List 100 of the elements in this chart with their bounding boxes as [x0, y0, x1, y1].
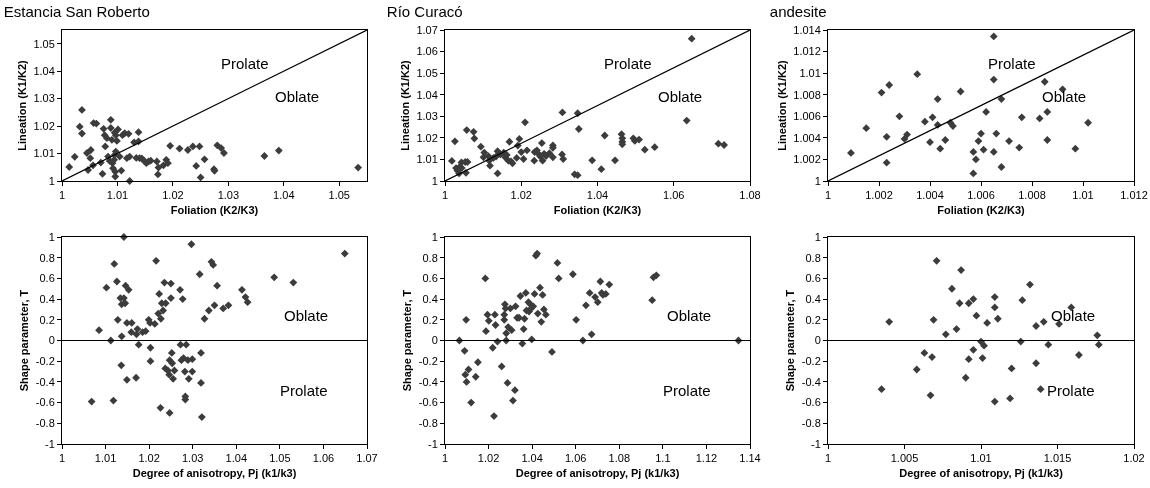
y-tick-label: -0.4 [801, 375, 821, 388]
x-axis-title: Foliation (K2/K3) [937, 204, 1026, 217]
y-tick-label: 1.06 [416, 45, 438, 58]
y-tick-label: 1.01 [416, 153, 438, 166]
chart-title: Estancia San Roberto [3, 3, 150, 21]
x-tick-label: 1.04 [273, 189, 295, 202]
annotation: Prolate [988, 55, 1036, 72]
x-tick-label: 1 [58, 452, 66, 465]
y-tick-label: 1.05 [33, 37, 55, 50]
y-tick-label: 1 [48, 230, 55, 243]
y-tick-label: -0.8 [35, 417, 55, 430]
y-tick-label: -0.8 [801, 417, 821, 430]
x-tick-label: 1.06 [312, 452, 335, 465]
y-tick-label: -1 [811, 437, 821, 450]
annotation: Prolate [604, 55, 652, 72]
y-tick-label: 0.6 [805, 272, 821, 285]
y-tick-label: 0.8 [422, 251, 438, 264]
y-tick-label: -0.4 [418, 375, 438, 388]
y-tick-label: 1.03 [33, 92, 55, 105]
y-tick-label: 0 [48, 334, 55, 347]
chart-title: Río Curacó [386, 3, 463, 21]
y-tick-label: -1 [45, 437, 55, 450]
x-tick-label: 1.12 [695, 452, 718, 465]
y-tick-label: 0.4 [805, 292, 821, 305]
annotation: Oblate [1051, 307, 1096, 324]
x-tick-label: 1 [441, 452, 449, 465]
x-tick-label: 1.02 [477, 452, 500, 465]
y-axis-title: Shape parameter, T [18, 289, 31, 392]
x-tick-label: 1.015 [1043, 452, 1072, 465]
annotation: Oblate [658, 88, 703, 105]
y-tick-label: 1 [814, 230, 821, 243]
y-tick-label: 0.6 [422, 272, 438, 285]
y-tick-label: 0.4 [422, 292, 438, 305]
y-tick-label: 0.2 [39, 313, 55, 326]
y-tick-label: 1.01 [33, 147, 55, 160]
y-tick-label: 1.006 [793, 110, 821, 123]
y-tick-label: 1.008 [793, 88, 821, 101]
x-tick-label: 1.06 [565, 452, 587, 465]
annotation: Prolate [1047, 382, 1095, 399]
y-tick-label: 0.2 [422, 313, 438, 326]
y-axis-title: Shape parameter, T [401, 289, 414, 392]
y-axis-title: Lineation (K1/K2) [399, 59, 412, 151]
y-tick-label: 1 [431, 230, 438, 243]
x-tick-label: 1.02 [1123, 452, 1145, 465]
x-tick-label: 1.002 [865, 189, 893, 202]
x-tick-label: 1.006 [967, 189, 995, 202]
x-tick-label: 1.03 [217, 189, 240, 202]
y-tick-label: 1.004 [793, 131, 821, 144]
x-tick-label: 1 [58, 189, 66, 202]
y-axis-title: Lineation (K1/K2) [775, 59, 788, 151]
x-tick-label: 1.005 [890, 452, 919, 465]
x-tick-label: 1.02 [510, 189, 532, 202]
y-tick-label: -0.8 [418, 417, 438, 430]
y-tick-label: 0 [431, 334, 438, 347]
x-tick-label: 1 [441, 189, 449, 202]
y-tick-label: 1.01 [799, 66, 821, 79]
x-tick-label: 1.008 [1018, 189, 1046, 202]
y-tick-label: 0.2 [805, 313, 821, 326]
x-axis-title: Degree of anisotropy, Pj (k1/k3) [899, 467, 1064, 480]
y-tick-label: -0.6 [35, 396, 55, 409]
y-tick-label: -0.2 [418, 355, 438, 368]
x-tick-label: 1.004 [916, 189, 944, 202]
x-tick-label: 1.05 [328, 189, 350, 202]
y-tick-label: 1.05 [416, 66, 438, 79]
x-tick-label: 1.01 [94, 452, 117, 465]
x-tick-label: 1.01 [106, 189, 129, 202]
annotation: Oblate [667, 307, 712, 324]
y-tick-label: 0.8 [805, 251, 821, 264]
y-tick-label: -0.2 [35, 355, 55, 368]
y-tick-label: 1.02 [416, 131, 438, 144]
x-axis-title: Foliation (K2/K3) [170, 204, 259, 217]
annotation: Oblate [1042, 88, 1087, 105]
y-tick-label: -0.6 [418, 396, 438, 409]
y-tick-label: -1 [428, 437, 438, 450]
annotation: Prolate [280, 382, 328, 399]
y-tick-label: 1.02 [33, 119, 55, 132]
y-tick-label: 0.8 [39, 251, 55, 264]
y-axis-title: Shape parameter, T [784, 289, 797, 392]
y-tick-label: 1.03 [416, 110, 438, 123]
x-tick-label: 1.1 [655, 452, 671, 465]
annotation: Oblate [275, 88, 320, 105]
x-tick-label: 1.04 [586, 189, 609, 202]
y-tick-label: 1.002 [793, 153, 821, 166]
x-tick-label: 1.08 [608, 452, 630, 465]
x-axis-title: Degree of anisotropy, Pj (k1/k3) [515, 467, 680, 480]
annotation: Oblate [284, 307, 329, 324]
x-tick-label: 1.01 [1072, 189, 1094, 202]
x-tick-label: 1.05 [269, 452, 291, 465]
y-tick-label: 1 [814, 174, 821, 187]
x-tick-label: 1.01 [970, 452, 992, 465]
x-tick-label: 1.02 [162, 189, 184, 202]
y-tick-label: 1 [48, 174, 55, 187]
y-axis-title: Lineation (K1/K2) [16, 59, 29, 151]
y-tick-label: 1.04 [416, 88, 438, 101]
annotation: Prolate [221, 55, 269, 72]
y-tick-label: 1.014 [793, 23, 821, 36]
x-tick-label: 1.03 [182, 452, 204, 465]
x-tick-label: 1.04 [521, 452, 543, 465]
x-tick-label: 1.04 [225, 452, 247, 465]
x-axis-title: Degree of anisotropy, Pj (k1/k3) [132, 467, 297, 480]
